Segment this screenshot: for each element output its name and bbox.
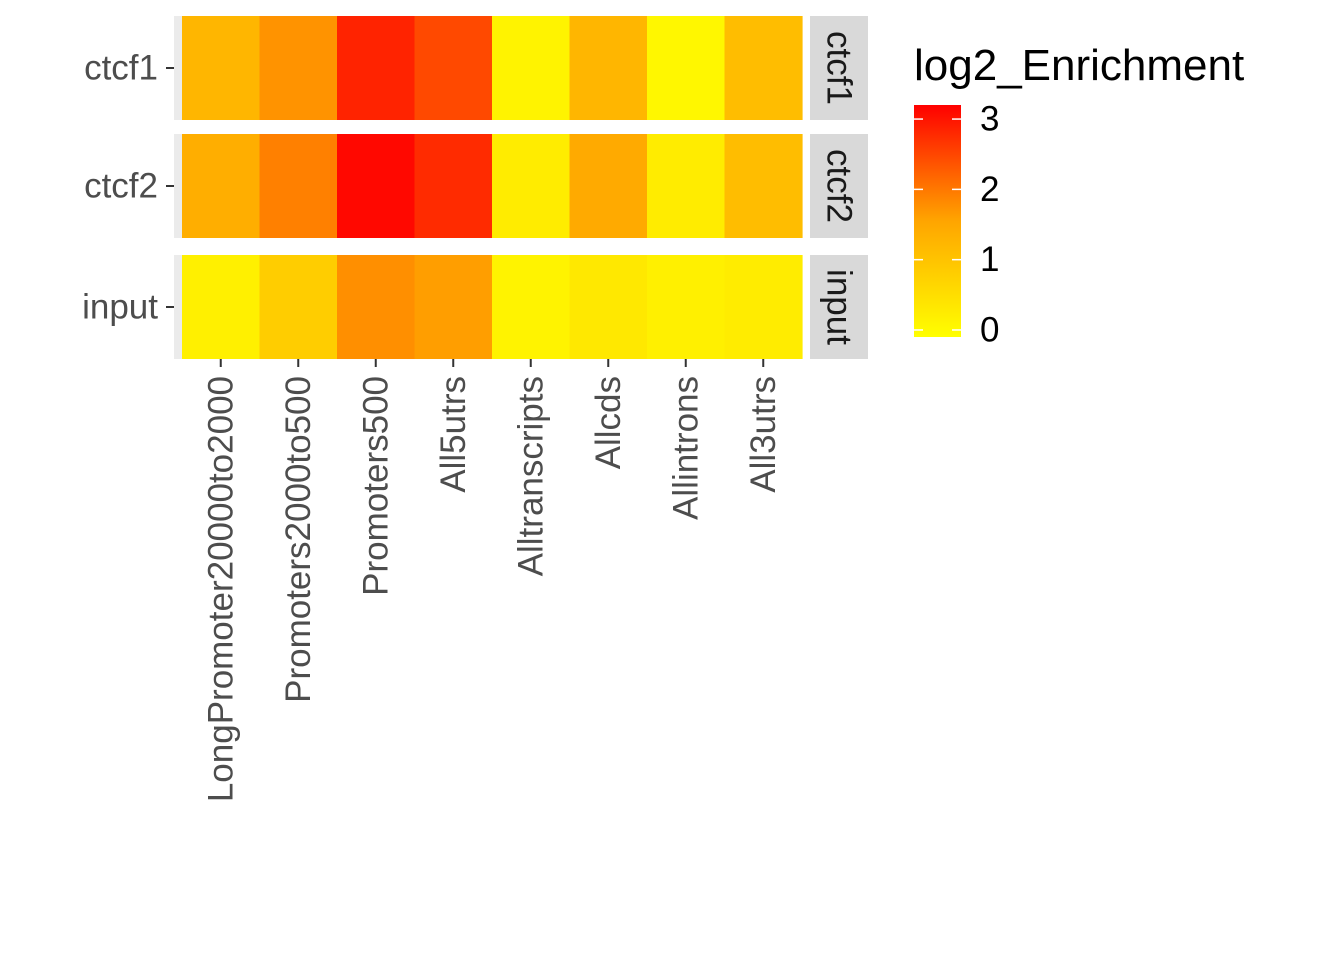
heatmap-cell <box>182 255 261 359</box>
legend-title: log2_Enrichment <box>914 41 1244 90</box>
x-axis-tick-label: Allcds <box>589 376 628 469</box>
x-axis-tick-label: Promoters500 <box>356 376 395 596</box>
facet-strip-label: input <box>820 269 859 345</box>
legend-colorbar <box>914 105 961 337</box>
facet-strip-label: ctcf2 <box>820 149 859 223</box>
heatmap-cell <box>647 255 726 359</box>
y-axis-tick-label: ctcf2 <box>84 167 158 206</box>
heatmap-cell <box>259 134 338 238</box>
legend-tick-label: 3 <box>980 100 999 139</box>
heatmap-cell <box>569 255 648 359</box>
heatmap-cell <box>569 134 648 238</box>
y-axis-tick-label: ctcf1 <box>84 49 158 88</box>
heatmap-cell <box>647 134 726 238</box>
x-axis-tick-label: Alltranscripts <box>511 376 550 576</box>
heatmap-cell <box>724 255 803 359</box>
heatmap-cell <box>492 255 571 359</box>
heatmap-cell <box>492 134 571 238</box>
heatmap-cell <box>414 16 493 120</box>
heatmap-cell <box>182 134 261 238</box>
heatmap-cell <box>259 16 338 120</box>
heatmap-cell <box>337 16 416 120</box>
heatmap-cell <box>414 134 493 238</box>
facet-strip <box>810 255 868 359</box>
heatmap-cell <box>724 16 803 120</box>
heatmap-cell <box>647 16 726 120</box>
legend-tick-label: 1 <box>980 240 999 279</box>
x-axis-tick-label: All5utrs <box>434 376 473 493</box>
heatmap-cell <box>492 16 571 120</box>
facet-strip <box>810 134 868 238</box>
facet-strip-label: ctcf1 <box>820 31 859 105</box>
y-axis-tick-label: input <box>82 288 158 327</box>
legend-tick-label: 2 <box>980 170 999 209</box>
heatmap-cell <box>337 255 416 359</box>
x-axis-tick-label: All3utrs <box>744 376 783 493</box>
legend-tick-label: 0 <box>980 310 999 349</box>
heatmap-cell <box>414 255 493 359</box>
heatmap-cell <box>337 134 416 238</box>
heatmap-cell <box>182 16 261 120</box>
heatmap-cell <box>569 16 648 120</box>
x-axis-tick-label: LongPromoter20000to2000 <box>201 376 240 802</box>
x-axis-tick-label: Promoters2000to500 <box>279 376 318 703</box>
facet-strip <box>810 16 868 120</box>
heatmap-cell <box>259 255 338 359</box>
x-axis-tick-label: Allintrons <box>666 376 705 520</box>
heatmap-cell <box>724 134 803 238</box>
